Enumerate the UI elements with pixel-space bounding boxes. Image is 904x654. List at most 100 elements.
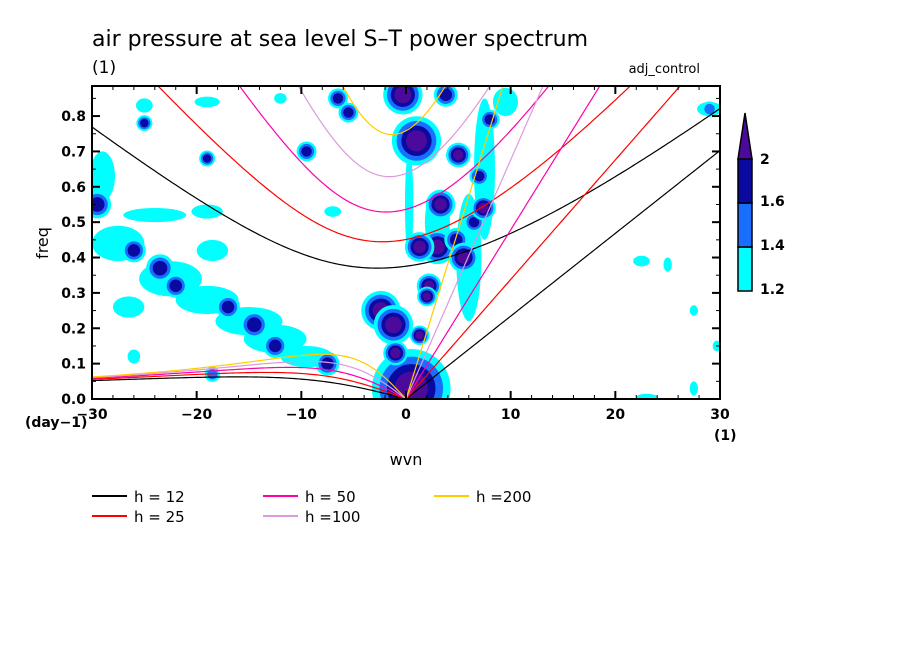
contour-patch <box>135 98 153 113</box>
kelvin-curve <box>405 86 601 399</box>
contour-patch <box>123 208 187 223</box>
y-tick-label: 0.1 <box>61 357 86 373</box>
contour-blob <box>390 347 401 359</box>
contour-blob <box>394 371 428 399</box>
chart-title: air pressure at sea level S–T power spec… <box>92 27 588 52</box>
contour-blob <box>268 339 282 353</box>
x-tick-label: 20 <box>606 407 626 423</box>
inertia-gravity-curve <box>297 86 491 178</box>
colorbar-segment <box>737 158 753 204</box>
contour-blob <box>484 114 495 125</box>
contour-patch <box>324 206 342 217</box>
contour-patch <box>633 255 650 267</box>
x-tick-label: −10 <box>286 407 317 423</box>
contour-patch <box>92 151 116 201</box>
contour-blob <box>385 316 402 334</box>
y-tick-label: 0.6 <box>61 180 86 196</box>
rossby-curve <box>92 360 407 399</box>
x-tick-label: 0 <box>401 407 411 423</box>
y-tick-label: 0.0 <box>61 392 86 408</box>
contour-patch <box>663 257 672 272</box>
contour-blob <box>406 130 427 152</box>
contour-blob <box>434 198 447 211</box>
contour-patch <box>194 96 220 108</box>
contour-blob <box>449 233 463 247</box>
y-axis: 0.0 0.1 0.2 0.3 0.4 0.5 0.6 0.7 0.8 <box>61 97 720 408</box>
y-tick-label: 0.5 <box>61 215 86 231</box>
experiment-label: adj_control <box>629 62 700 77</box>
inertia-gravity-curve <box>92 107 720 269</box>
contour-blob <box>92 197 105 212</box>
legend-label: h = 25 <box>134 508 185 526</box>
colorbar-label: 1.4 <box>760 238 785 254</box>
contour-blob <box>413 240 426 254</box>
x-axis-label: wvn <box>390 450 423 469</box>
x-units-label: (1) <box>714 428 737 444</box>
contour-blob <box>394 86 412 104</box>
rossby-curve <box>92 366 407 399</box>
colorbar-extend-arrow <box>737 112 753 160</box>
rossby-curve <box>92 371 407 399</box>
y-tick-label: 0.3 <box>61 286 86 302</box>
contour-blob <box>246 317 262 333</box>
x-tick-label: 30 <box>710 407 730 423</box>
contour-fill-layer <box>92 86 720 399</box>
chart-units-label: (1) <box>92 58 116 78</box>
plot-area <box>92 86 720 399</box>
contour-blob <box>152 260 168 276</box>
colorbar: 1.2 1.4 1.6 2 <box>737 112 785 298</box>
x-tick-label: −20 <box>181 407 212 423</box>
contour-blob <box>202 154 212 163</box>
kelvin-curve <box>405 86 504 399</box>
legend-label: h =100 <box>305 508 360 526</box>
rossby-curve <box>92 376 407 399</box>
contour-patch <box>196 239 229 262</box>
contour-patch <box>636 393 658 399</box>
contour-patch <box>404 151 414 258</box>
contour-blob <box>453 149 464 161</box>
colorbar-segment <box>737 202 753 248</box>
contour-patch <box>127 349 141 364</box>
contour-blob <box>343 107 354 118</box>
y-units-label: (day−1) <box>25 415 87 431</box>
contour-patch <box>492 87 518 117</box>
contour-blob <box>221 300 235 314</box>
contour-blob <box>301 146 312 157</box>
colorbar-label: 2 <box>760 152 770 168</box>
contour-patch <box>112 296 145 318</box>
contour-blob <box>478 202 489 214</box>
contour-blob <box>422 292 432 301</box>
rossby-curve <box>92 353 407 399</box>
inertia-gravity-curve <box>238 86 550 213</box>
contour-blob <box>468 216 480 228</box>
contour-blob <box>169 279 183 293</box>
colorbar-segment <box>737 246 753 292</box>
inertia-gravity-curve <box>157 86 632 243</box>
contour-patch <box>689 305 699 316</box>
x-tick-label: 10 <box>501 407 521 423</box>
legend-label: h = 50 <box>305 488 356 506</box>
x-axis: −30 −20 −10 0 10 20 30 <box>76 86 730 423</box>
legend: h = 12 h = 25 h = 50 h =100 h =200 <box>92 488 531 526</box>
dispersion-curves-layer <box>92 86 720 399</box>
kelvin-curve <box>405 150 720 399</box>
legend-label: h = 12 <box>134 488 185 506</box>
y-tick-label: 0.8 <box>61 109 86 125</box>
contour-blob <box>474 170 485 182</box>
kelvin-curve <box>405 86 681 399</box>
colorbar-label: 1.6 <box>760 194 785 210</box>
contour-patch <box>689 381 699 396</box>
x-tick-label: −30 <box>76 407 107 423</box>
legend-label: h =200 <box>476 488 531 506</box>
contour-blob <box>415 331 424 340</box>
contour-blob <box>321 357 334 370</box>
contour-blob <box>127 244 141 257</box>
contour-patch <box>191 204 223 219</box>
contour-blob <box>704 103 715 115</box>
y-axis-label: freq <box>33 227 52 259</box>
colorbar-label: 1.2 <box>760 282 785 298</box>
y-tick-label: 0.7 <box>61 144 86 160</box>
inertia-gravity-curve <box>342 86 447 136</box>
contour-blob <box>140 118 149 128</box>
